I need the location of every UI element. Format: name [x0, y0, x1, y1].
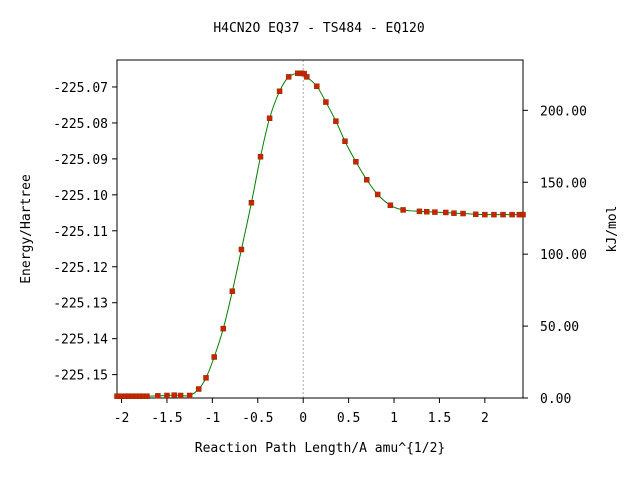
data-point [304, 74, 310, 80]
x-tick-label: 1.5 [428, 411, 451, 426]
x-tick-label: -0.5 [242, 411, 273, 426]
data-point [248, 200, 255, 206]
y-left-tick-label: -225.15 [53, 369, 108, 384]
data-point [211, 354, 217, 360]
x-tick-label: 2 [481, 411, 489, 426]
y-left-tick-label: -225.13 [53, 297, 108, 312]
data-point [238, 246, 245, 253]
x-tick-label: 1 [390, 411, 398, 426]
y-right-tick-label: 0.00 [540, 392, 571, 407]
y-left-tick-label: -225.10 [53, 189, 108, 204]
data-point [509, 211, 515, 218]
x-tick-label: 0.5 [337, 411, 360, 426]
y-left-tick-label: -225.08 [53, 117, 108, 132]
data-point [164, 392, 170, 399]
data-point [364, 176, 370, 183]
data-point [416, 208, 423, 215]
y-left-tick-label: -225.11 [53, 225, 108, 240]
data-point [443, 209, 449, 216]
data-point [155, 393, 161, 399]
data-point [342, 138, 348, 145]
data-point [333, 118, 339, 124]
x-tick-label: -1.5 [151, 411, 182, 426]
data-point [144, 393, 150, 399]
x-tick-label: 0 [299, 411, 307, 426]
y-axis-label-right: kJ/mol [605, 206, 620, 253]
data-point [220, 325, 227, 332]
plot-layer: -2 -1.5 -1 -0.5 0 0.5 1 1.5 2 -225.07 -225.08 -225.… [53, 59, 587, 426]
data-point [314, 83, 320, 89]
data-point [276, 88, 283, 95]
data-point [266, 115, 273, 121]
data-point [500, 211, 506, 218]
data-point [491, 211, 497, 218]
y-right-tick-label: 150.00 [540, 176, 587, 191]
y-left-tick-label: -225.07 [53, 81, 108, 96]
data-point [400, 207, 406, 213]
y-axis-label-left: Energy/Hartree [19, 174, 34, 284]
plot-frame [116, 59, 524, 399]
data-point [323, 99, 329, 105]
y-right-tick-label: 200.00 [540, 104, 587, 119]
data-point [171, 392, 177, 398]
chart-title: H4CN2O EQ37 - TS484 - EQ120 [213, 21, 424, 36]
data-point [195, 386, 202, 392]
data-point [353, 159, 359, 165]
data-point [387, 202, 394, 209]
x-tick-label: -1 [205, 411, 221, 426]
data-point [374, 191, 381, 198]
data-point [460, 210, 466, 217]
x-tick-label: -2 [114, 411, 130, 426]
y-left-tick-label: -225.12 [53, 261, 108, 276]
data-point [451, 210, 457, 216]
energy-curve [116, 72, 523, 397]
data-point [432, 209, 438, 215]
data-point [114, 393, 120, 399]
data-point [203, 375, 209, 381]
data-point [177, 392, 184, 399]
y-right-tick-label: 50.00 [540, 320, 579, 335]
y-left-tick-label: -225.14 [53, 333, 108, 348]
y-right-tick-label: 100.00 [540, 248, 587, 263]
data-point [229, 288, 236, 294]
data-point [482, 211, 488, 218]
data-point [423, 208, 430, 215]
y-left-tick-label: -225.09 [53, 153, 108, 168]
data-point [257, 153, 264, 160]
data-point [520, 211, 526, 218]
data-point [186, 392, 193, 399]
data-point [285, 74, 292, 80]
x-axis-label: Reaction Path Length/A amu^{1/2} [195, 441, 445, 456]
data-point [473, 211, 479, 218]
